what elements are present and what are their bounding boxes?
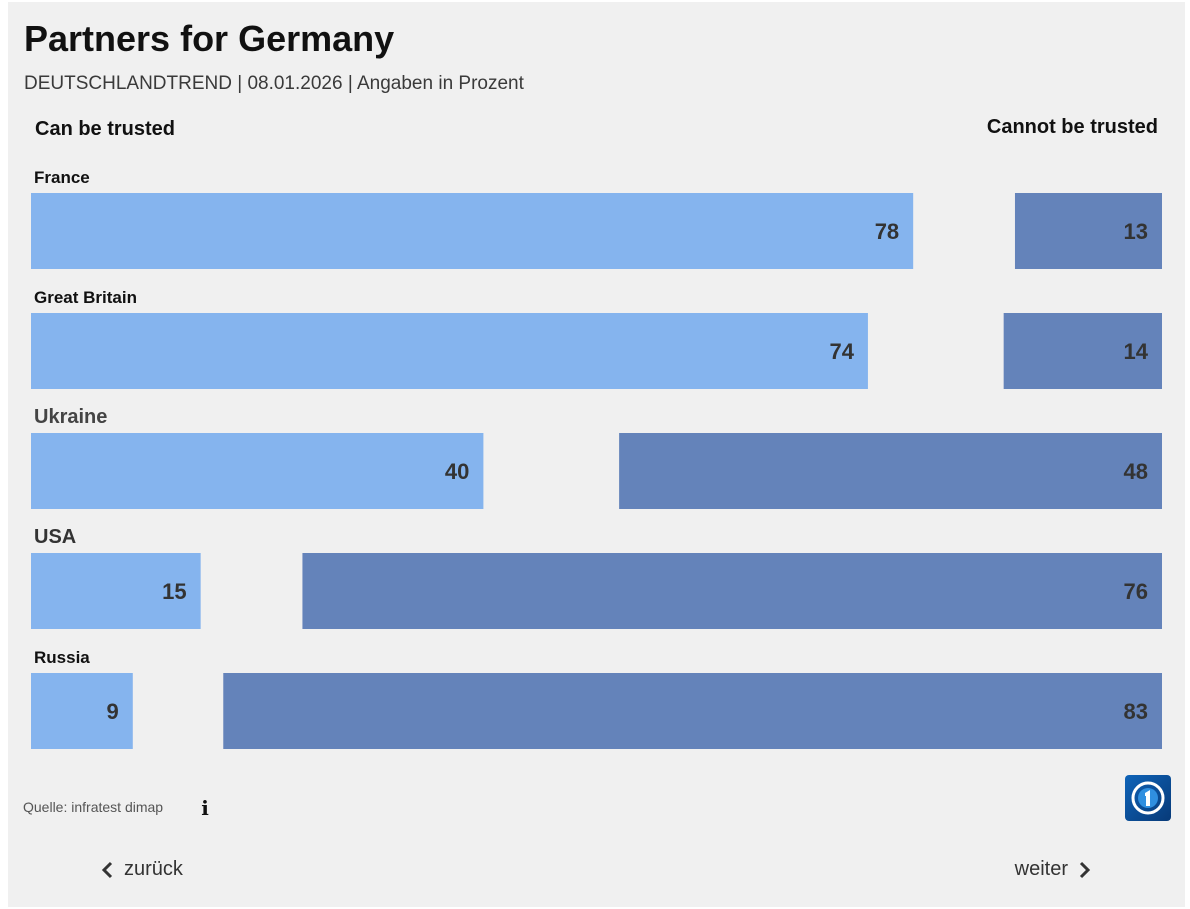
chevron-left-icon [101,861,113,878]
value-label-trusted-ukraine: 40 [445,459,469,484]
chevron-right-icon [1079,861,1091,878]
value-label-not-trusted-ukraine: 48 [1124,459,1148,484]
bar-trusted-usa [31,553,201,629]
chart-subtitle: DEUTSCHLANDTREND | 08.01.2026 | Angaben … [24,73,524,94]
category-label-france: France [34,168,90,187]
bar-trusted-france [31,193,914,269]
next-label: weiter [1014,858,1068,880]
source-note: Quelle: infratest dimap [23,799,164,815]
legend-cannot-be-trusted: Cannot be trusted [986,116,1158,138]
value-label-trusted-russia: 9 [107,699,119,724]
category-label-russia: Russia [34,648,90,667]
info-icon[interactable]: i [201,796,209,820]
ard-logo [1125,775,1171,821]
back-button[interactable]: zurück [100,858,183,881]
value-label-trusted-great-britain: 74 [829,339,854,364]
value-label-not-trusted-usa: 76 [1124,579,1148,604]
value-label-trusted-france: 78 [875,219,899,244]
bar-not-trusted-france [1014,193,1162,269]
bar-not-trusted-great-britain [1003,313,1162,389]
bar-not-trusted-usa [302,553,1162,629]
value-label-trusted-usa: 15 [162,579,186,604]
category-label-usa: USA [34,526,76,548]
bar-not-trusted-ukraine [619,433,1162,509]
value-label-not-trusted-russia: 83 [1124,699,1148,724]
category-label-ukraine: Ukraine [34,406,107,428]
value-label-not-trusted-france: 13 [1124,219,1148,244]
category-label-great-britain: Great Britain [34,288,137,307]
legend-can-be-trusted: Can be trusted [35,118,176,140]
bar-trusted-great-britain [31,313,868,389]
chart-title: Partners for Germany [24,18,395,59]
bar-trusted-russia [31,673,133,749]
next-button[interactable]: weiter [1015,858,1092,881]
bar-trusted-ukraine [31,433,484,509]
value-label-not-trusted-great-britain: 14 [1124,339,1149,364]
back-label: zurück [124,858,183,880]
bar-not-trusted-russia [223,673,1162,749]
